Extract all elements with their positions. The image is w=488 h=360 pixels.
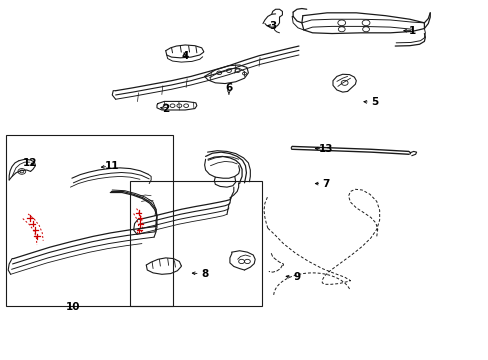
- Text: 10: 10: [66, 302, 81, 312]
- Text: 7: 7: [322, 179, 329, 189]
- Text: 9: 9: [293, 272, 300, 282]
- Text: 4: 4: [181, 51, 188, 61]
- Text: 5: 5: [370, 97, 378, 107]
- Text: 6: 6: [225, 83, 232, 93]
- Text: 13: 13: [318, 144, 333, 154]
- Text: 1: 1: [408, 26, 415, 36]
- Text: 12: 12: [22, 158, 37, 168]
- Bar: [130, 181, 261, 306]
- Text: 11: 11: [105, 161, 119, 171]
- Text: 3: 3: [268, 21, 276, 31]
- Bar: [6, 135, 172, 306]
- Text: 8: 8: [201, 269, 208, 279]
- Text: 2: 2: [162, 104, 169, 113]
